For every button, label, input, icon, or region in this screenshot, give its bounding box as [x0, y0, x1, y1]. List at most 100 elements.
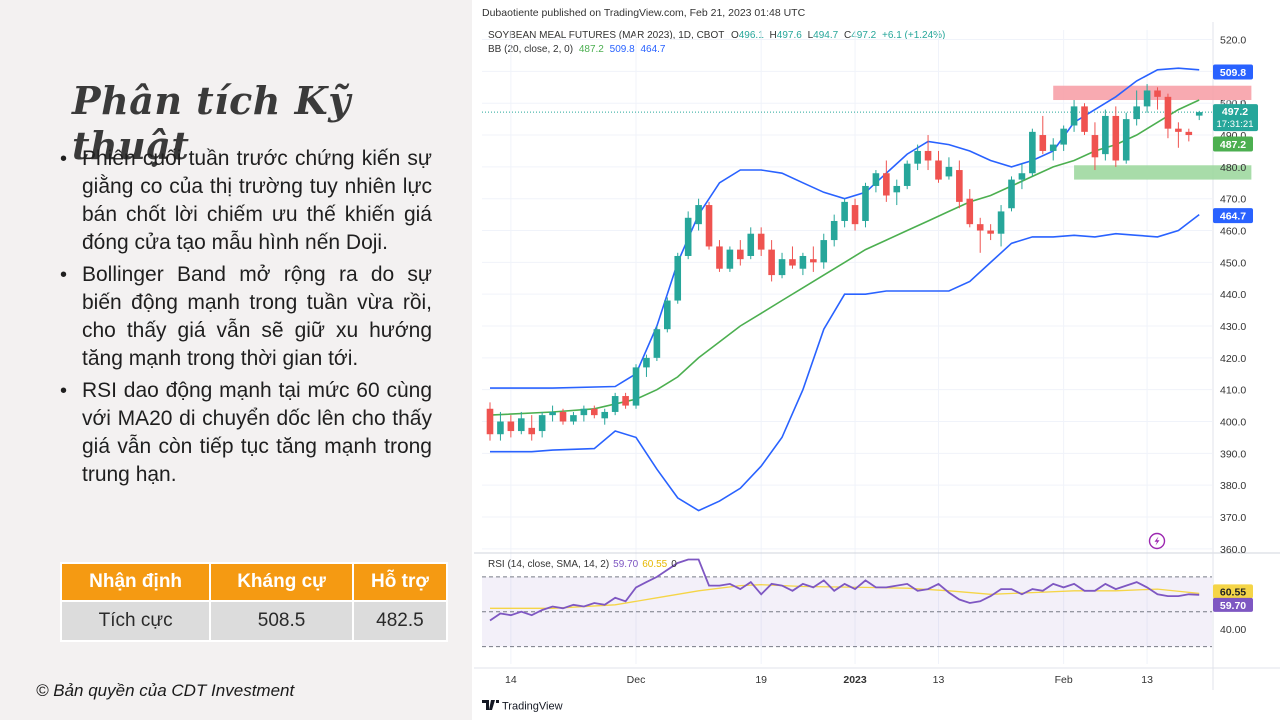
candle-body [924, 150, 932, 161]
candle-body [966, 198, 974, 225]
slide-text-panel: Phân tích Kỹ thuật Phiên cuối tuần trước… [0, 0, 472, 720]
candle-body [591, 408, 598, 416]
price-tick-label: 430.0 [1220, 321, 1246, 333]
price-tick-label: 460.0 [1220, 226, 1246, 238]
candle-body [570, 415, 577, 422]
candle-body [664, 300, 671, 330]
upper-price-badge: 509.8 [1220, 67, 1246, 79]
price-tick-label: 420.0 [1220, 353, 1246, 365]
time-tick-label: 14 [505, 674, 517, 686]
flash-icon[interactable] [1148, 532, 1166, 550]
price-tick-label: 520.0 [1220, 35, 1246, 47]
grid-layer [474, 22, 1280, 690]
candle-body [789, 259, 796, 266]
candle-body [1091, 135, 1099, 158]
symbol-info-line: SOYBEAN MEAL FUTURES (MAR 2023), 1D, CBO… [488, 30, 945, 41]
rsi-name: RSI (14, close, SMA, 14, 2) [488, 559, 609, 570]
time-tick-label: Feb [1055, 674, 1073, 686]
rsi-value-badge-bg [1213, 597, 1253, 612]
candle-body [976, 224, 984, 231]
ohlc-open: 496.1 [739, 30, 764, 41]
ohlc-low-label: L [808, 30, 814, 41]
candle-body [632, 367, 640, 406]
ohlc-high: 497.6 [777, 30, 802, 41]
price-tick-label: 390.0 [1220, 448, 1246, 460]
support-value: 482.5 [351, 600, 449, 642]
price-tick-label: 470.0 [1220, 194, 1246, 206]
bb-lower-value: 464.7 [640, 44, 665, 55]
candle-body [768, 249, 775, 276]
candle-body [580, 408, 588, 416]
ohlc-change: +6.1 (+1.24%) [882, 30, 945, 41]
candle-body [497, 421, 504, 435]
header-assessment: Nhận định [59, 562, 212, 602]
ohlc-high-label: H [770, 30, 777, 41]
last-price-badge-bg [1213, 104, 1258, 132]
price-tick-label: 370.0 [1220, 512, 1246, 524]
time-tick-label: 2023 [843, 674, 867, 686]
bullet-rsi: RSI dao động mạnh tại mức 60 cùng với MA… [58, 377, 432, 489]
candle-body [1060, 128, 1067, 145]
time-tick-label: 13 [1141, 674, 1153, 686]
candle-body [1112, 115, 1120, 161]
rsi-info-line: RSI (14, close, SMA, 14, 2) 59.70 60.55 0 [488, 559, 677, 570]
rsi-ma-value: 60.55 [642, 559, 667, 570]
candle-body [517, 418, 525, 432]
candle-body [1008, 179, 1015, 209]
tradingview-chart-panel: Dubaotiente published on TradingView.com… [474, 0, 1280, 720]
price-tick-label: 440.0 [1220, 289, 1246, 301]
candle-body [903, 163, 911, 186]
time-tick-label: Dec [627, 674, 646, 686]
candle-body [757, 233, 765, 250]
price-tick-label: 380.0 [1220, 480, 1246, 492]
candle-layer [486, 84, 1203, 441]
candle-body [1102, 115, 1109, 155]
support-zone [1074, 165, 1252, 180]
bb-name: BB (20, close, 2, 0) [488, 44, 573, 55]
candle-body [1185, 131, 1193, 136]
candle-body [862, 185, 869, 221]
assessment-value: Tích cực [59, 600, 212, 642]
price-tick-label: 360.0 [1220, 544, 1246, 556]
price-tick-label: 480.0 [1220, 162, 1246, 174]
candle-body [1195, 112, 1203, 116]
candle-body [1070, 106, 1078, 126]
candle-body [893, 185, 901, 193]
resistance-zone [1053, 85, 1252, 101]
candle-body [1154, 90, 1161, 97]
price-chart-svg[interactable]: Dubaotiente published on TradingView.com… [474, 0, 1280, 720]
candle-body [883, 173, 890, 196]
candle-body [820, 240, 828, 263]
summary-table: Nhận định Kháng cự Hỗ trợ Tích cực 508.5… [59, 562, 449, 642]
candle-body [601, 411, 609, 419]
zone-layer [1053, 85, 1252, 180]
candle-body [643, 357, 650, 368]
lower-price-badge: 464.7 [1220, 211, 1246, 223]
publisher-line: Dubaotiente published on TradingView.com… [482, 7, 806, 19]
candle-body [872, 173, 880, 186]
candle-body [747, 233, 755, 256]
candle-body [1133, 106, 1140, 120]
countdown-badge: 17:31:21 [1217, 119, 1254, 130]
candle-body [778, 259, 786, 276]
candle-body [914, 150, 921, 164]
candle-body [830, 220, 838, 241]
candle-body [935, 160, 942, 180]
candle-body [559, 411, 567, 422]
basis-price-badge-bg [1213, 136, 1253, 152]
candle-body [841, 201, 848, 221]
candle-body [622, 396, 629, 406]
candle-body [538, 415, 546, 432]
ohlc-close-label: C [844, 30, 851, 41]
price-tick-label: 400.0 [1220, 417, 1246, 429]
bb-lower-line [490, 213, 1200, 512]
candle-body [1018, 173, 1026, 180]
candle-body [1175, 128, 1182, 132]
summary-value-row: Tích cực 508.5 482.5 [59, 600, 449, 642]
candle-body [1039, 135, 1047, 151]
candle-body [705, 205, 713, 247]
ohlc-close: 497.2 [851, 30, 876, 41]
candle-body [851, 205, 859, 225]
rsi-tick-label: 40.00 [1220, 624, 1246, 636]
watermark-text: TradingView [502, 701, 563, 713]
